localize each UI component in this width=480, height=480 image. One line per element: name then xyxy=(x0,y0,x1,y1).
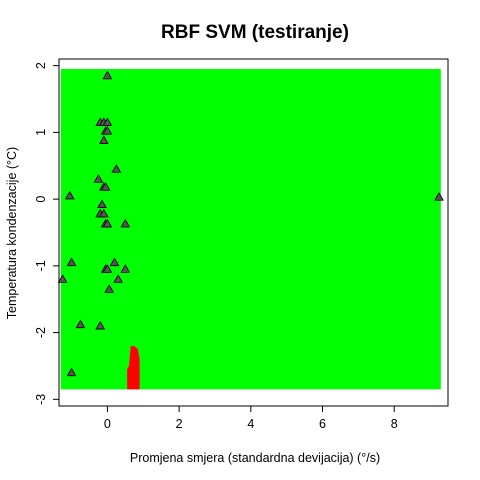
data-point-12 xyxy=(97,199,107,209)
data-point-22 xyxy=(120,264,131,273)
x-tick-label-4: 8 xyxy=(391,417,398,431)
background-class-region xyxy=(60,69,441,390)
data-point-27 xyxy=(95,320,106,330)
data-point-28 xyxy=(66,367,77,377)
x-axis-label: Promjena smjera (standardna devijacija) … xyxy=(130,451,380,465)
x-tick-label-2: 4 xyxy=(247,417,254,431)
data-point-18 xyxy=(66,257,77,267)
plot-area xyxy=(57,69,444,390)
y-tick-label-0: -3 xyxy=(34,394,48,405)
x-tick-label-0: 0 xyxy=(104,417,111,431)
y-tick-label-2: -1 xyxy=(34,260,48,271)
y-tick-label-1: -2 xyxy=(34,327,48,338)
y-axis-label: Temperatura kondenzacije (°C) xyxy=(5,147,19,319)
data-point-8 xyxy=(93,174,104,183)
data-point-5 xyxy=(102,126,113,135)
data-point-21 xyxy=(102,264,113,273)
data-point-26 xyxy=(75,319,86,329)
data-point-3 xyxy=(102,117,113,126)
data-point-10 xyxy=(100,182,111,191)
y-tick-label-5: 2 xyxy=(34,62,48,69)
data-point-16 xyxy=(102,218,113,228)
data-point-29 xyxy=(434,192,444,201)
data-point-14 xyxy=(98,208,109,218)
data-point-0 xyxy=(102,70,113,80)
y-axis: -3 -2 -1 0 1 2 xyxy=(34,62,60,405)
y-tick-label-4: 1 xyxy=(34,129,48,136)
data-point-7 xyxy=(111,164,122,173)
data-point-6 xyxy=(98,135,109,144)
data-point-23 xyxy=(57,274,68,283)
data-point-19 xyxy=(109,257,120,267)
data-point-17 xyxy=(120,218,131,228)
x-tick-label-1: 2 xyxy=(176,417,183,431)
y-tick-label-3: 0 xyxy=(34,196,48,203)
x-axis: 0 2 4 6 8 xyxy=(104,405,398,431)
data-point-24 xyxy=(113,274,124,283)
decision-region-red xyxy=(127,345,140,390)
data-point-11 xyxy=(64,190,75,200)
data-point-25 xyxy=(104,284,115,293)
x-tick-label-3: 6 xyxy=(319,417,326,431)
chart-title: RBF SVM (testiranje) xyxy=(161,22,349,43)
